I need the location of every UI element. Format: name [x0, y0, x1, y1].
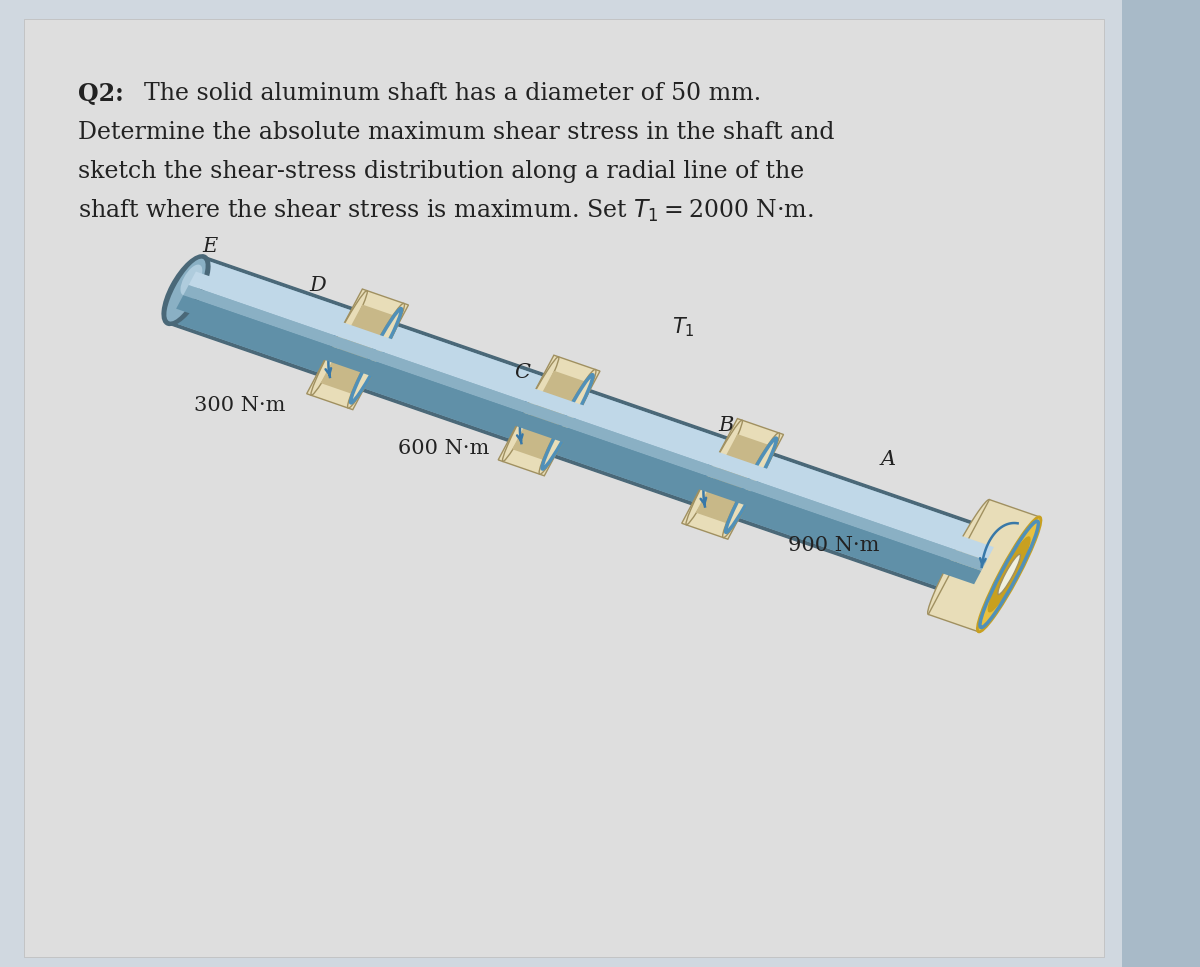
Text: B: B: [719, 416, 733, 435]
Polygon shape: [185, 278, 990, 569]
Text: Determine the absolute maximum shear stress in the shaft and: Determine the absolute maximum shear str…: [78, 121, 834, 144]
Polygon shape: [184, 285, 986, 571]
Text: C: C: [514, 363, 530, 382]
Text: 900 N·m: 900 N·m: [788, 536, 880, 555]
Polygon shape: [682, 419, 784, 540]
Bar: [1122, 0, 1200, 967]
Polygon shape: [320, 305, 395, 395]
Ellipse shape: [998, 554, 1020, 595]
Ellipse shape: [162, 255, 210, 325]
Ellipse shape: [977, 517, 1040, 631]
FancyBboxPatch shape: [24, 19, 1104, 957]
Polygon shape: [169, 259, 1001, 597]
Text: sketch the shear-stress distribution along a radial line of the: sketch the shear-stress distribution alo…: [78, 160, 804, 183]
Polygon shape: [512, 370, 586, 460]
Text: shaft where the shear stress is maximum. Set $T_1$ = 2000 N·m.: shaft where the shear stress is maximum.…: [78, 198, 814, 224]
Text: The solid aluminum shaft has a diameter of 50 mm.: The solid aluminum shaft has a diameter …: [144, 82, 761, 105]
Text: A: A: [881, 450, 895, 469]
Ellipse shape: [311, 291, 367, 396]
Polygon shape: [168, 256, 1002, 600]
Ellipse shape: [989, 537, 1030, 612]
Text: $T_1$: $T_1$: [672, 315, 695, 339]
Polygon shape: [169, 293, 983, 597]
Ellipse shape: [686, 420, 743, 525]
Polygon shape: [696, 434, 769, 524]
Ellipse shape: [167, 258, 205, 322]
Ellipse shape: [348, 304, 404, 408]
Text: 600 N·m: 600 N·m: [398, 439, 490, 458]
Polygon shape: [188, 272, 994, 561]
Polygon shape: [307, 289, 408, 410]
Polygon shape: [498, 355, 600, 476]
Ellipse shape: [180, 265, 203, 295]
Ellipse shape: [722, 433, 780, 538]
Polygon shape: [929, 500, 1039, 631]
Text: 300 N·m: 300 N·m: [194, 396, 286, 415]
Ellipse shape: [539, 369, 596, 474]
Text: D: D: [310, 276, 326, 295]
Text: Q2:: Q2:: [78, 82, 124, 106]
Text: E: E: [203, 237, 217, 256]
Ellipse shape: [928, 500, 990, 614]
Polygon shape: [176, 295, 982, 584]
Ellipse shape: [503, 357, 559, 461]
Polygon shape: [192, 259, 1001, 554]
